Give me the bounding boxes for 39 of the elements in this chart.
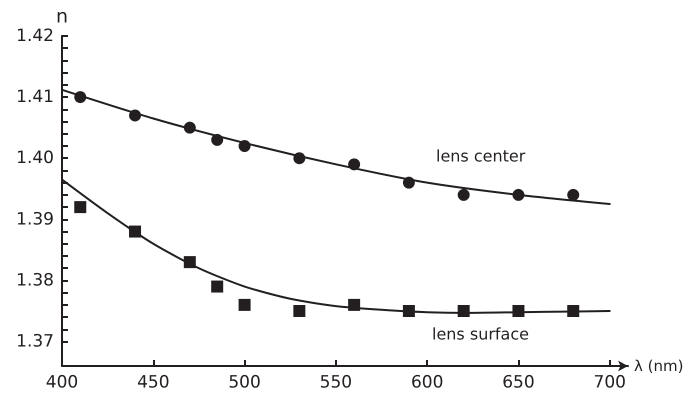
point bbox=[402, 176, 415, 189]
x-tick-label: 650 bbox=[502, 372, 535, 392]
point bbox=[458, 188, 470, 201]
point bbox=[293, 305, 306, 317]
point bbox=[184, 256, 196, 268]
point bbox=[348, 298, 360, 311]
point bbox=[402, 305, 415, 317]
annotation: lens center bbox=[436, 146, 526, 166]
point bbox=[74, 91, 86, 104]
point bbox=[211, 280, 224, 293]
point bbox=[238, 298, 251, 311]
y-tick-label: 1.38 bbox=[16, 270, 54, 290]
x-tick-label: 700 bbox=[594, 372, 626, 392]
x-axis-title: λ (nm) bbox=[634, 357, 684, 375]
x-tick-label: 400 bbox=[46, 372, 78, 392]
x-tick-label: 550 bbox=[320, 372, 352, 392]
point bbox=[567, 188, 580, 201]
point bbox=[293, 152, 306, 164]
x-tick-label: 450 bbox=[137, 372, 170, 392]
y-tick-label: 1.41 bbox=[16, 87, 54, 108]
x-tick-label: 500 bbox=[228, 372, 261, 392]
point bbox=[129, 109, 142, 122]
point bbox=[184, 122, 196, 134]
point bbox=[512, 188, 524, 201]
point bbox=[211, 134, 224, 146]
y-tick-label: 1.39 bbox=[16, 209, 54, 230]
point bbox=[567, 305, 580, 317]
point bbox=[238, 140, 251, 152]
y-tick-label: 1.37 bbox=[16, 332, 54, 352]
point bbox=[129, 226, 142, 238]
point bbox=[348, 158, 360, 170]
y-tick-label: 1.42 bbox=[16, 26, 54, 46]
annotation: lens surface bbox=[432, 324, 529, 344]
y-tick-label: 1.40 bbox=[16, 148, 54, 168]
x-tick-label: 600 bbox=[410, 372, 444, 392]
point bbox=[512, 305, 524, 317]
y-axis-title: n bbox=[56, 6, 68, 28]
point bbox=[458, 305, 470, 317]
point bbox=[74, 201, 86, 214]
